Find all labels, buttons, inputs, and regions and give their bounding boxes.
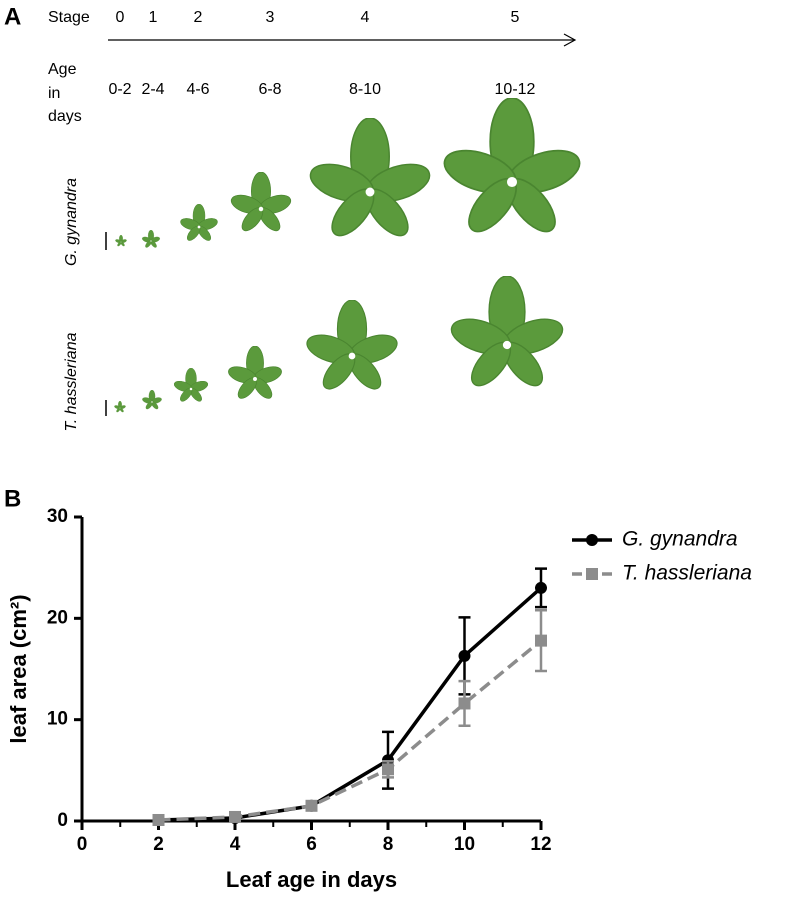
arrow-head	[563, 33, 577, 47]
x-axis-label: Leaf age in days	[226, 867, 397, 892]
age-range: 4-6	[186, 81, 209, 98]
panel-a: A Stage Age in days G. gynandra T. hassl…	[4, 3, 586, 432]
y-tick-label: 0	[57, 810, 68, 831]
age-range: 8-10	[349, 81, 381, 98]
marker	[535, 634, 547, 647]
age-label: in	[48, 85, 60, 102]
stage-number: 3	[266, 9, 275, 26]
legend-label: G. gynandra	[622, 528, 738, 551]
age-range: 0-2	[108, 81, 131, 98]
leaf	[178, 204, 220, 243]
stage-number: 1	[149, 9, 158, 26]
age-label: days	[48, 108, 82, 125]
row-label: T. hassleriana	[63, 332, 80, 431]
leaves	[113, 98, 586, 413]
leaf	[114, 235, 128, 247]
y-tick-label: 10	[47, 709, 68, 730]
y-tick-label: 30	[47, 506, 68, 527]
leaf	[141, 230, 161, 249]
leaf	[305, 118, 435, 244]
leaf	[226, 346, 284, 402]
marker	[382, 763, 394, 776]
stage-label: Stage	[48, 9, 90, 26]
marker	[152, 813, 165, 826]
x-tick-label: 4	[230, 834, 241, 855]
series-line	[158, 639, 543, 822]
panel-letter: B	[4, 485, 21, 512]
legend-label: T. hassleriana	[622, 562, 752, 585]
x-tick-label: 10	[454, 834, 475, 855]
leaf	[438, 98, 586, 241]
age-range: 10-12	[495, 81, 536, 98]
panel-letter: A	[4, 3, 21, 30]
stage-number: 0	[116, 9, 125, 26]
panel-b: B 0 10 20 30 0 2 4 6 8 10 12 Leaf age in days leaf a…	[4, 485, 752, 891]
age-range: 6-8	[258, 81, 281, 98]
x-tick-label: 12	[530, 834, 551, 855]
y-axis-label: leaf area (cm²)	[6, 594, 31, 743]
marker	[229, 810, 241, 823]
x-tick-label: 2	[153, 834, 164, 855]
series-line	[158, 586, 543, 822]
leaf	[228, 172, 294, 235]
x-tick-label: 8	[383, 834, 394, 855]
marker	[535, 581, 547, 594]
age-range: 2-4	[141, 81, 164, 98]
leaf	[113, 401, 127, 413]
leaf	[172, 368, 210, 404]
marker	[305, 799, 318, 812]
row-label: G. gynandra	[63, 178, 80, 266]
legend-marker	[586, 568, 598, 580]
marker	[458, 649, 471, 662]
x-tick-label: 0	[77, 834, 88, 855]
age-label: Age	[48, 61, 77, 78]
stage-number: 4	[361, 9, 370, 26]
leaf	[302, 300, 402, 395]
x-tick-label: 6	[306, 834, 317, 855]
y-tick-label: 20	[47, 607, 68, 628]
stage-number: 5	[511, 9, 520, 26]
leaf	[446, 276, 568, 393]
marker	[458, 697, 471, 710]
leaf	[141, 390, 163, 411]
stage-number: 2	[194, 9, 203, 26]
legend-marker	[586, 534, 598, 546]
